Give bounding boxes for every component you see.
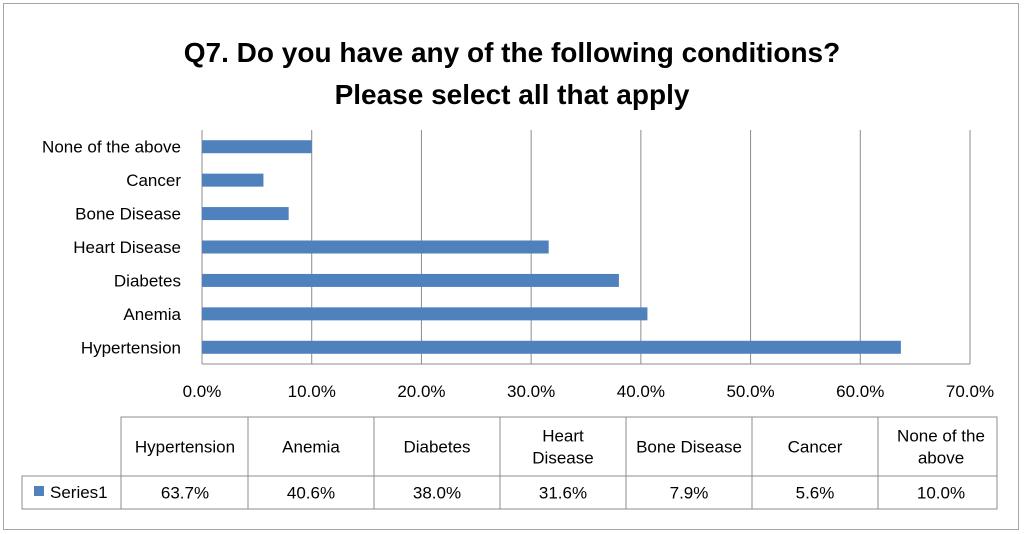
x-tick-label: 70.0% <box>946 382 994 401</box>
category-label: Hypertension <box>81 338 181 357</box>
x-tick-label: 0.0% <box>183 382 222 401</box>
table-header-cell: Disease <box>532 449 593 468</box>
bar <box>202 140 312 154</box>
x-tick-label: 60.0% <box>836 382 884 401</box>
bar <box>202 240 549 254</box>
table-value-cell: 38.0% <box>413 484 461 503</box>
bar <box>202 307 648 321</box>
legend-key <box>34 486 44 496</box>
table-header-cell: None of the <box>897 427 985 446</box>
table-header-cell: above <box>918 449 964 468</box>
x-tick-label: 50.0% <box>726 382 774 401</box>
x-tick-label: 40.0% <box>617 382 665 401</box>
category-label: Anemia <box>123 305 181 324</box>
bar <box>202 273 619 287</box>
x-tick-label: 20.0% <box>397 382 445 401</box>
table-header-cell: Cancer <box>788 438 843 457</box>
category-label: Cancer <box>126 171 181 190</box>
table-value-cell: 63.7% <box>161 484 209 503</box>
table-header-cell: Bone Disease <box>636 438 742 457</box>
table-data-row <box>21 475 998 510</box>
table-header-cell: Diabetes <box>403 438 470 457</box>
category-label: Bone Disease <box>75 205 181 224</box>
table-value-cell: 31.6% <box>539 484 587 503</box>
bar <box>202 173 264 187</box>
x-tick-label: 10.0% <box>288 382 336 401</box>
bar <box>202 340 901 354</box>
category-label: Heart Disease <box>73 238 181 257</box>
table-value-cell: 40.6% <box>287 484 335 503</box>
category-label: Diabetes <box>114 271 181 290</box>
x-tick-label: 30.0% <box>507 382 555 401</box>
table-value-cell: 5.6% <box>796 484 835 503</box>
table-header-cell: Anemia <box>282 438 340 457</box>
chart-frame <box>3 3 1019 530</box>
table-value-cell: 7.9% <box>670 484 709 503</box>
bar <box>202 207 289 221</box>
table-header-cell: Hypertension <box>135 438 235 457</box>
category-label: None of the above <box>42 138 181 157</box>
table-header-cell: Heart <box>542 427 584 446</box>
table-row-label: Series1 <box>50 483 108 502</box>
table-value-cell: 10.0% <box>917 484 965 503</box>
chart-title-line: Q7. Do you have any of the following con… <box>184 37 840 68</box>
chart-title-line: Please select all that apply <box>335 79 690 110</box>
